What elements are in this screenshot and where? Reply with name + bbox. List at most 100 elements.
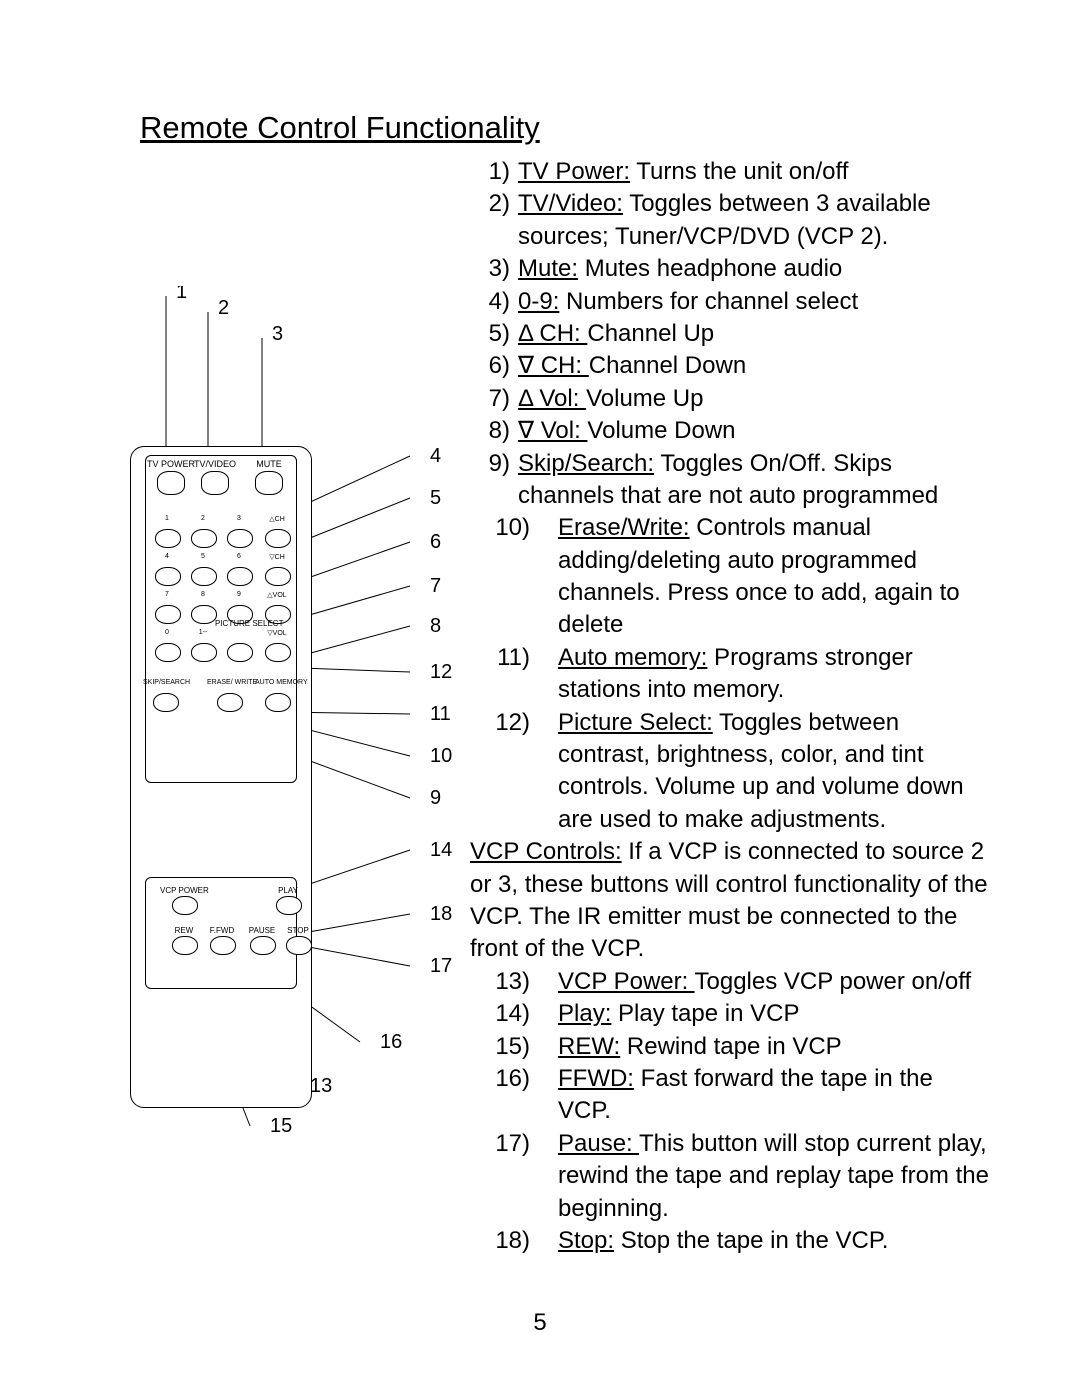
legend-item: 8)∇ Vol: Volume Down [470,415,990,447]
legend-item-term: Δ Vol: [518,385,586,412]
svg-text:15: 15 [270,1115,292,1137]
legend-item-term: TV Power: [518,158,630,185]
legend-list-2: 13)VCP Power: Toggles VCP power on/off14… [470,966,990,1258]
remote-button [227,529,253,548]
legend-item-body: Δ CH: Channel Up [518,318,714,350]
legend-item-body: Erase/Write: Controls manual adding/dele… [558,512,990,642]
legend-item: 17)Pause: This button will stop current … [470,1128,990,1225]
legend-item-number: 7) [470,383,518,415]
remote-button-label: AUTO MEMORY [255,679,299,686]
remote-button [217,693,243,712]
legend-item: 1)TV Power: Turns the unit on/off [470,156,990,188]
page: Remote Control Functionality 12345678121… [0,0,1080,1397]
svg-text:6: 6 [430,531,441,553]
legend-item-number: 2) [470,188,518,253]
legend-item-body: ∇ Vol: Volume Down [518,415,736,447]
remote-button [250,936,276,955]
legend-item: 11)Auto memory: Programs stronger statio… [470,642,990,707]
legend-item: 18)Stop: Stop the tape in the VCP. [470,1225,990,1257]
legend-item: 13)VCP Power: Toggles VCP power on/off [470,966,990,998]
page-title: Remote Control Functionality [140,110,990,146]
remote-button-label: PICTURE SELECT [215,619,259,628]
legend-item-body: Auto memory: Programs stronger stations … [558,642,990,707]
svg-text:17: 17 [430,955,452,977]
svg-text:1: 1 [176,286,187,303]
legend-item-number: 6) [470,350,518,382]
legend-item-text: Play tape in VCP [611,1000,799,1027]
legend-item: 16)FFWD: Fast forward the tape in the VC… [470,1063,990,1128]
legend-item-body: FFWD: Fast forward the tape in the VCP. [558,1063,990,1128]
legend-item-term: ∇ CH: [518,352,589,379]
legend-item: 6)∇ CH: Channel Down [470,350,990,382]
remote-button-label: 1-- [181,629,225,636]
remote-button [191,605,217,624]
legend-item-number: 9) [470,448,518,513]
svg-text:7: 7 [430,575,441,597]
legend-item-text: Volume Down [587,417,735,444]
remote-bottom-plate: VCP POWERPLAYREWF.FWDPAUSESTOP [145,877,297,989]
remote-button [157,471,185,495]
legend-item-body: Pause: This button will stop current pla… [558,1128,990,1225]
remote-button-label: TV POWER [147,459,195,469]
legend-item-term: Skip/Search: [518,450,654,477]
legend-item-body: REW: Rewind tape in VCP [558,1031,842,1063]
remote-button [172,896,198,915]
legend-item: 7)Δ Vol: Volume Up [470,383,990,415]
legend-item-text: Toggles VCP power on/off [695,968,972,995]
remote-button [155,643,181,662]
remote-button [155,605,181,624]
legend-item-text: Mutes headphone audio [578,255,842,282]
legend-item-number: 17) [470,1128,558,1225]
legend-item-term: Erase/Write: [558,514,690,541]
svg-text:14: 14 [430,839,452,861]
legend-item-term: FFWD: [558,1065,634,1092]
legend-item-term: Pause: [558,1130,639,1157]
legend-item-number: 10) [470,512,558,642]
legend-item-text: Turns the unit on/off [630,158,848,185]
legend-item-body: VCP Power: Toggles VCP power on/off [558,966,971,998]
remote-button-label: △CH [255,515,299,523]
remote-button-label: MUTE [245,459,293,469]
remote-button-label: SKIP/SEARCH [143,679,187,686]
remote-button [227,643,253,662]
legend-item: 10)Erase/Write: Controls manual adding/d… [470,512,990,642]
svg-text:5: 5 [430,487,441,509]
legend-item-text: Volume Up [586,385,703,412]
remote-button [286,936,312,955]
legend-item-number: 11) [470,642,558,707]
legend-item-number: 8) [470,415,518,447]
legend-item-number: 16) [470,1063,558,1128]
remote-button-label: STOP [274,926,322,935]
legend-item: 5)Δ CH: Channel Up [470,318,990,350]
legend-item: 3)Mute: Mutes headphone audio [470,253,990,285]
page-number: 5 [0,1309,1080,1337]
remote-button [191,567,217,586]
svg-text:2: 2 [218,297,229,319]
svg-text:18: 18 [430,903,452,925]
remote-button-label: VCP POWER [160,886,208,895]
legend-item-term: ∇ Vol: [518,417,587,444]
legend-item-number: 18) [470,1225,558,1257]
legend-item: 9)Skip/Search: Toggles On/Off. Skips cha… [470,448,990,513]
remote-outline: VCP POWERPLAYREWF.FWDPAUSESTOP TV POWERT… [130,446,312,1108]
legend-item-number: 13) [470,966,558,998]
legend-item-text: Channel Up [587,320,714,347]
remote-button [265,643,291,662]
legend-column: 1)TV Power: Turns the unit on/off2)TV/Vi… [460,156,990,1257]
remote-button-label: ▽CH [255,553,299,561]
remote-button [172,936,198,955]
vcp-intro-term: VCP Controls: [470,838,622,865]
vcp-intro: VCP Controls: If a VCP is connected to s… [470,836,990,966]
legend-item-number: 15) [470,1031,558,1063]
legend-item-number: 3) [470,253,518,285]
legend-list-1: 1)TV Power: Turns the unit on/off2)TV/Vi… [470,156,990,836]
legend-item-term: Δ CH: [518,320,587,347]
legend-item-term: REW: [558,1033,620,1060]
remote-button [227,567,253,586]
legend-item: 4)0-9: Numbers for channel select [470,286,990,318]
legend-item-body: Skip/Search: Toggles On/Off. Skips chann… [518,448,990,513]
legend-item-number: 4) [470,286,518,318]
legend-item: 14)Play: Play tape in VCP [470,998,990,1030]
remote-button [153,693,179,712]
remote-button [155,567,181,586]
